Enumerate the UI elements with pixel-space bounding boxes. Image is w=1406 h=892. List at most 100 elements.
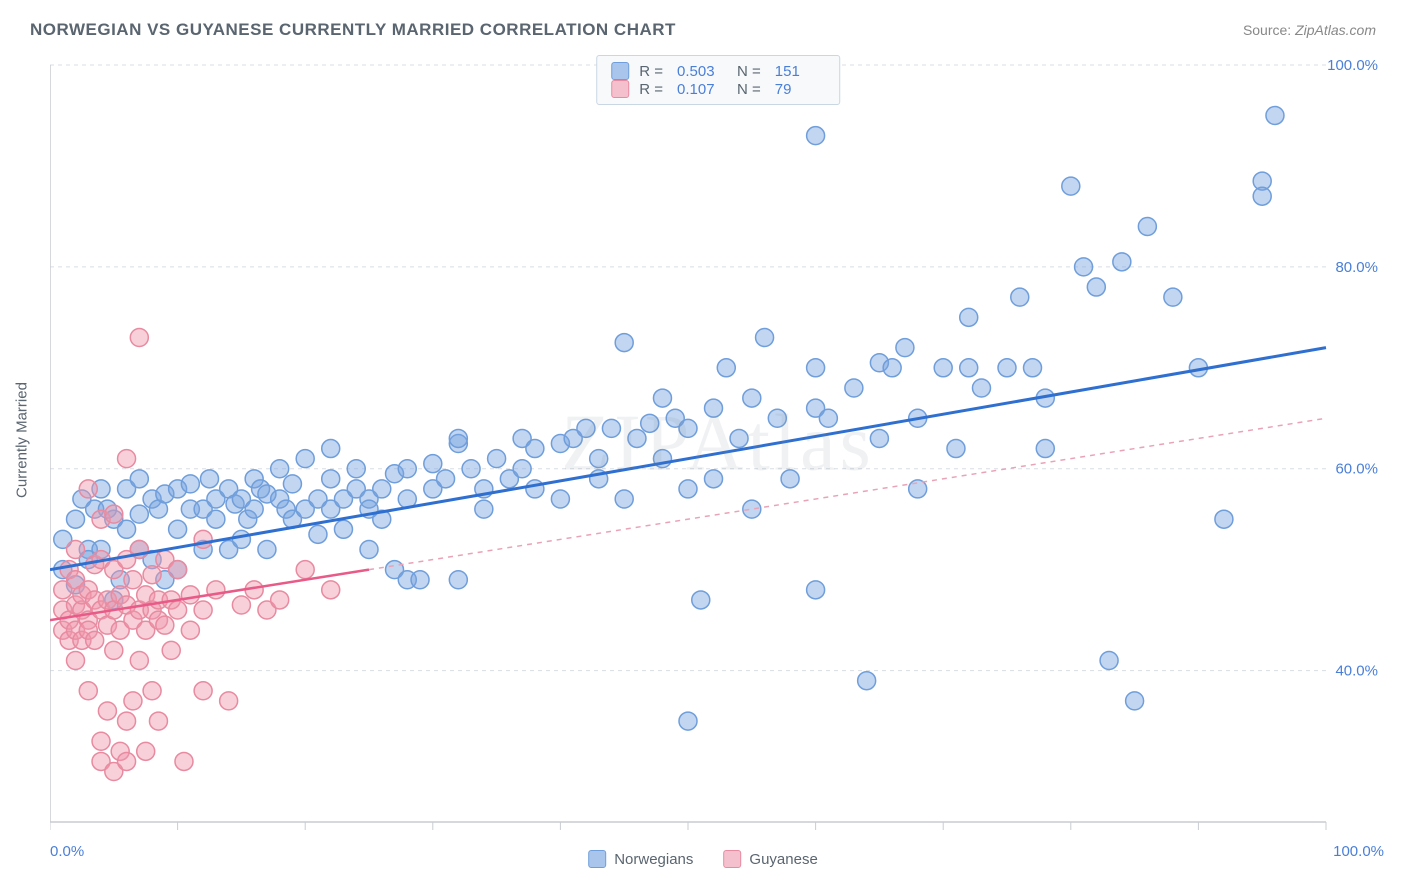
data-point (1087, 278, 1105, 296)
data-point (526, 480, 544, 498)
data-point (756, 329, 774, 347)
data-point (858, 672, 876, 690)
data-point (1164, 288, 1182, 306)
data-point (130, 652, 148, 670)
chart-title: NORWEGIAN VS GUYANESE CURRENTLY MARRIED … (30, 20, 676, 40)
trend-line-extension (369, 418, 1326, 569)
data-point (1253, 187, 1271, 205)
y-tick-label: 40.0% (1335, 663, 1378, 680)
data-point (577, 419, 595, 437)
legend-item: Guyanese (723, 850, 817, 868)
data-point (551, 490, 569, 508)
legend-n-label: N = (737, 63, 761, 80)
data-point (271, 460, 289, 478)
data-point (679, 712, 697, 730)
data-point (130, 470, 148, 488)
data-point (819, 409, 837, 427)
data-point (883, 359, 901, 377)
data-point (705, 470, 723, 488)
data-point (207, 510, 225, 528)
data-point (960, 359, 978, 377)
data-point (398, 460, 416, 478)
data-point (870, 429, 888, 447)
data-point (130, 329, 148, 347)
data-point (615, 334, 633, 352)
correlation-legend: R = 0.503 N = 151 R = 0.107 N = 79 (596, 55, 840, 105)
data-point (105, 505, 123, 523)
y-axis-label: Currently Married (14, 382, 31, 498)
data-point (972, 379, 990, 397)
data-point (526, 440, 544, 458)
data-point (143, 682, 161, 700)
data-point (1036, 440, 1054, 458)
data-point (768, 409, 786, 427)
legend-row: R = 0.107 N = 79 (611, 80, 825, 98)
data-point (781, 470, 799, 488)
data-point (181, 586, 199, 604)
x-axis-min-label: 0.0% (50, 843, 84, 860)
x-axis-max-label: 100.0% (1333, 843, 1384, 860)
data-point (309, 525, 327, 543)
data-point (118, 712, 136, 730)
data-point (960, 308, 978, 326)
data-point (322, 440, 340, 458)
scatter-plot-svg: 40.0% 60.0% 80.0% 100.0% (50, 55, 1386, 832)
data-point (602, 419, 620, 437)
data-point (1266, 106, 1284, 124)
data-point (1126, 692, 1144, 710)
data-point (437, 470, 455, 488)
data-point (67, 652, 85, 670)
data-point (628, 429, 646, 447)
source-link[interactable]: ZipAtlas.com (1295, 22, 1376, 38)
data-point (105, 641, 123, 659)
legend-r-value: 0.503 (677, 63, 727, 80)
data-point (1011, 288, 1029, 306)
data-point (705, 399, 723, 417)
data-point (79, 682, 97, 700)
data-point (1062, 177, 1080, 195)
data-point (322, 470, 340, 488)
legend-n-value: 79 (775, 81, 825, 98)
data-point (845, 379, 863, 397)
data-point (143, 566, 161, 584)
data-point (162, 641, 180, 659)
data-point (124, 692, 142, 710)
data-point (67, 540, 85, 558)
data-point (653, 389, 671, 407)
data-point (201, 470, 219, 488)
source-attribution: Source: ZipAtlas.com (1243, 22, 1376, 38)
data-point (807, 359, 825, 377)
data-point (245, 500, 263, 518)
data-point (373, 480, 391, 498)
y-tick-label: 60.0% (1335, 461, 1378, 478)
data-point (590, 450, 608, 468)
data-point (169, 601, 187, 619)
legend-swatch (611, 80, 629, 98)
data-point (449, 429, 467, 447)
data-point (194, 530, 212, 548)
data-point (1138, 217, 1156, 235)
y-tick-label: 80.0% (1335, 259, 1378, 276)
data-point (156, 616, 174, 634)
data-point (207, 581, 225, 599)
data-point (194, 682, 212, 700)
data-point (118, 450, 136, 468)
data-point (86, 631, 104, 649)
data-point (641, 414, 659, 432)
data-point (181, 475, 199, 493)
data-point (118, 520, 136, 538)
data-point (347, 460, 365, 478)
data-point (717, 359, 735, 377)
data-point (743, 500, 761, 518)
legend-r-label: R = (639, 63, 663, 80)
y-tick-label: 100.0% (1327, 57, 1378, 74)
data-point (411, 571, 429, 589)
data-point (175, 752, 193, 770)
legend-label: Guyanese (749, 851, 817, 868)
data-point (271, 591, 289, 609)
data-point (322, 581, 340, 599)
data-point (934, 359, 952, 377)
data-point (130, 505, 148, 523)
data-point (194, 601, 212, 619)
data-point (488, 450, 506, 468)
